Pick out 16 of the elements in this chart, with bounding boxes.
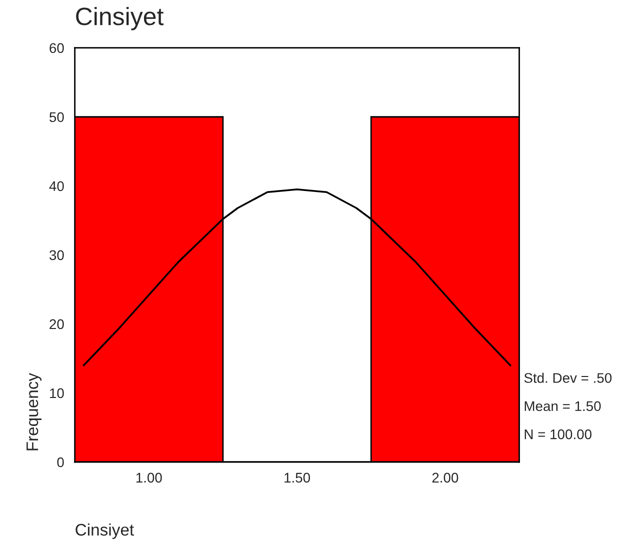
text: Std. Dev = .50 — [524, 372, 612, 383]
text: N = 100.00 — [524, 429, 592, 440]
x-tick-label: 1.50 — [284, 472, 310, 483]
y-tick-label: 10 — [50, 388, 64, 398]
chart-title: Cinsiyet — [76, 6, 164, 30]
x-tick-label: 2.00 — [432, 472, 458, 483]
y-axis-title: Frequency — [26, 372, 42, 450]
y-tick-label: 20 — [50, 319, 64, 330]
y-tick-label: 50 — [50, 112, 64, 122]
x-tick-label: 1.00 — [136, 472, 162, 483]
y-tick-label: 0 — [57, 457, 64, 468]
text: Mean = 1.50 — [524, 401, 601, 412]
y-tick-label: 60 — [50, 43, 64, 54]
y-tick-label: 40 — [49, 181, 64, 192]
y-tick-label: 30 — [49, 250, 64, 260]
x-axis-title: Cinsiyet — [76, 523, 134, 539]
